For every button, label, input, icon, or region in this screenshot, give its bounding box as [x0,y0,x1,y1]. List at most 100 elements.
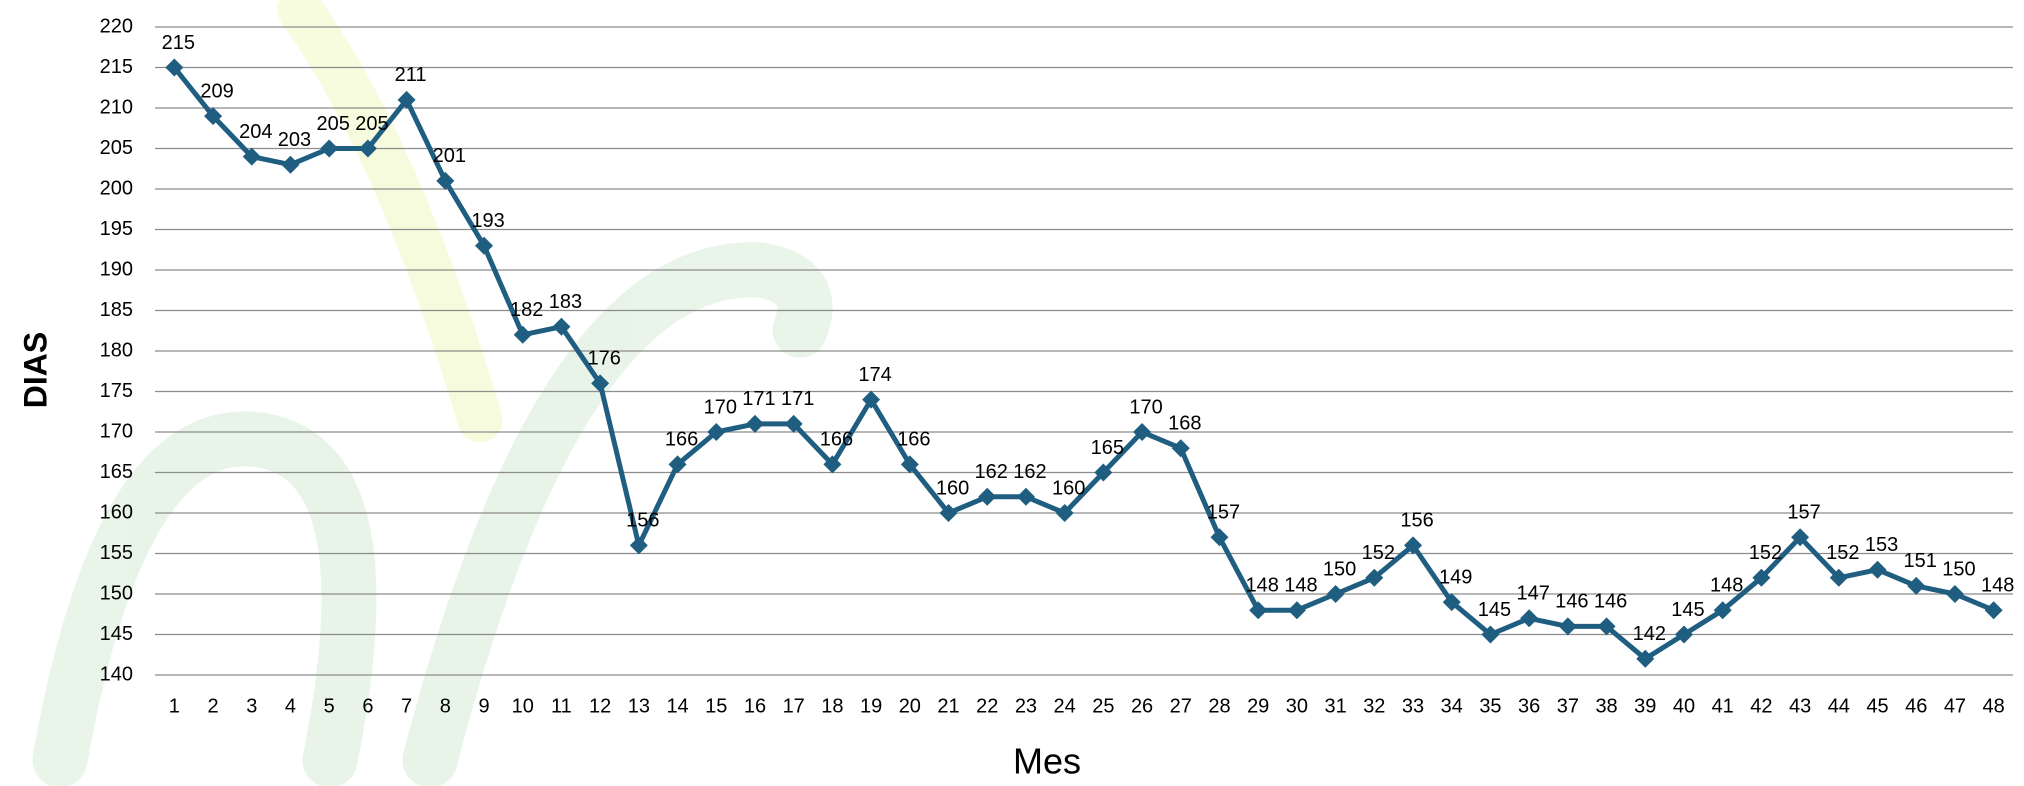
data-label: 160 [936,477,969,499]
x-tick-label: 8 [440,695,451,717]
data-label: 211 [395,64,427,86]
marker [436,171,455,190]
marker [823,455,842,474]
x-tick-label: 11 [551,695,572,717]
data-label: 152 [1362,542,1395,564]
y-tick-label: 170 [100,420,133,442]
data-label: 171 [781,388,814,410]
y-tick-label: 200 [100,177,133,199]
y-tick-label: 205 [100,137,133,159]
marker [1829,568,1848,587]
data-label: 157 [1207,502,1240,524]
marker [1636,649,1655,668]
marker [1674,625,1693,644]
y-tick-label: 190 [100,258,133,280]
data-label: 166 [665,429,698,451]
marker [513,325,532,344]
data-label: 165 [1091,437,1124,459]
y-tick-label: 155 [100,542,133,564]
x-tick-label: 4 [285,695,296,717]
x-tick-label: 5 [324,695,335,717]
x-tick-label: 3 [246,695,257,717]
data-label: 152 [1749,542,1782,564]
x-tick-label: 1 [169,695,180,717]
x-tick-label: 47 [1944,695,1966,717]
x-tick-label: 13 [628,695,650,717]
marker [165,58,184,77]
watermark [32,0,833,786]
data-label: 156 [626,510,659,532]
x-tick-label: 24 [1054,695,1076,717]
marker [1171,439,1190,458]
x-tick-label: 35 [1479,695,1501,717]
marker [1442,593,1461,612]
data-label: 153 [1865,534,1898,556]
marker [358,139,377,158]
x-tick-label: 10 [512,695,534,717]
marker [978,487,997,506]
y-tick-label: 145 [100,623,133,645]
marker [1868,560,1887,579]
data-label: 160 [1052,477,1085,499]
x-tick-label: 27 [1170,695,1192,717]
line [172,65,1995,662]
data-label: 152 [1826,542,1859,564]
data-label: 171 [742,388,775,410]
x-tick-label: 17 [783,695,805,717]
data-label: 168 [1168,412,1201,434]
data-label: 162 [975,461,1008,483]
data-label: 203 [278,129,311,151]
marker [320,139,339,158]
x-axis-label: Mes [1013,741,1081,782]
marker [204,107,223,126]
marker [1713,601,1732,620]
x-tick-label: 32 [1363,695,1385,717]
data-label: 205 [355,113,388,135]
marker [1945,585,1964,603]
data-label: 145 [1478,599,1511,621]
marker [1287,601,1306,620]
y-tick-label: 160 [100,501,133,523]
data-label: 193 [471,210,504,232]
data-label: 150 [1942,558,1975,580]
data-label: 215 [162,32,195,54]
data-label: 166 [820,429,853,451]
data-label: 147 [1516,583,1549,605]
x-tick-label: 26 [1131,695,1153,717]
marker [1055,504,1074,522]
x-tick-label: 44 [1828,695,1850,717]
x-tick-label: 18 [821,695,843,717]
data-label: 182 [510,299,543,321]
data-label: 151 [1904,550,1937,572]
x-tick-label: 29 [1247,695,1269,717]
y-tick-label: 215 [100,56,133,78]
y-tick-label: 150 [100,582,133,604]
x-tick-label: 42 [1750,695,1772,717]
marker [939,504,958,522]
x-tick-label: 40 [1673,695,1695,717]
data-label: 156 [1400,510,1433,532]
marker [242,147,261,166]
x-tick-label: 39 [1634,695,1656,717]
x-tick-label: 19 [860,695,882,717]
data-label: 162 [1013,461,1046,483]
data-label: 176 [587,348,620,370]
marker [1558,617,1577,636]
y-tick-label: 185 [100,299,133,321]
data-label: 205 [317,113,350,135]
x-tick-label: 43 [1789,695,1811,717]
data-label: 157 [1787,502,1820,524]
y-tick-label: 140 [100,663,133,685]
x-tick-label: 22 [976,695,998,717]
marker [1094,463,1113,482]
data-label: 148 [1981,574,2014,596]
data-label: 204 [239,121,272,143]
x-tick-label: 31 [1324,695,1346,717]
y-tick-label: 175 [100,380,133,402]
marker [745,414,764,433]
marker [552,317,571,336]
marker [1133,423,1152,441]
x-tick-label: 45 [1866,695,1888,717]
x-tick-label: 34 [1441,695,1463,717]
x-tick-label: 46 [1905,695,1927,717]
